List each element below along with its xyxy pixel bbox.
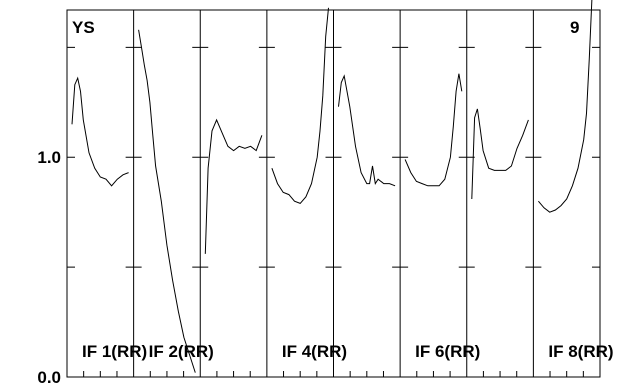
series-line-panel-2: [138, 29, 196, 373]
y-tick-label: 1.0: [37, 148, 61, 167]
panel-label: IF 8(RR): [548, 342, 613, 361]
top-left-label: YS: [72, 18, 95, 37]
series-line-panel-4: [271, 7, 329, 204]
series-line-panel-6: [404, 73, 463, 187]
label-layer: IF 1(RR) IF 2(RR) IF 4(RR) IF 6(RR) IF 8(RR): [82, 342, 614, 361]
series-line-panel-5: [338, 74, 396, 187]
panel-label: IF 6(RR): [415, 342, 480, 361]
series-line-panel-7: [471, 108, 529, 200]
frame-layer: [66, 9, 601, 378]
series-layer: [71, 0, 593, 373]
top-right-label: 9: [570, 18, 579, 37]
series-line-panel-1: [71, 76, 129, 187]
series-line-panel-8: [538, 0, 593, 213]
panel-label: IF 2(RR): [149, 342, 214, 361]
panel-label: IF 4(RR): [282, 342, 347, 361]
panel-label: IF 1(RR): [82, 342, 147, 361]
y-tick-label: 0.0: [37, 368, 61, 387]
y-axis: 1.0 0.0: [37, 148, 61, 387]
series-line-panel-3: [204, 118, 263, 254]
